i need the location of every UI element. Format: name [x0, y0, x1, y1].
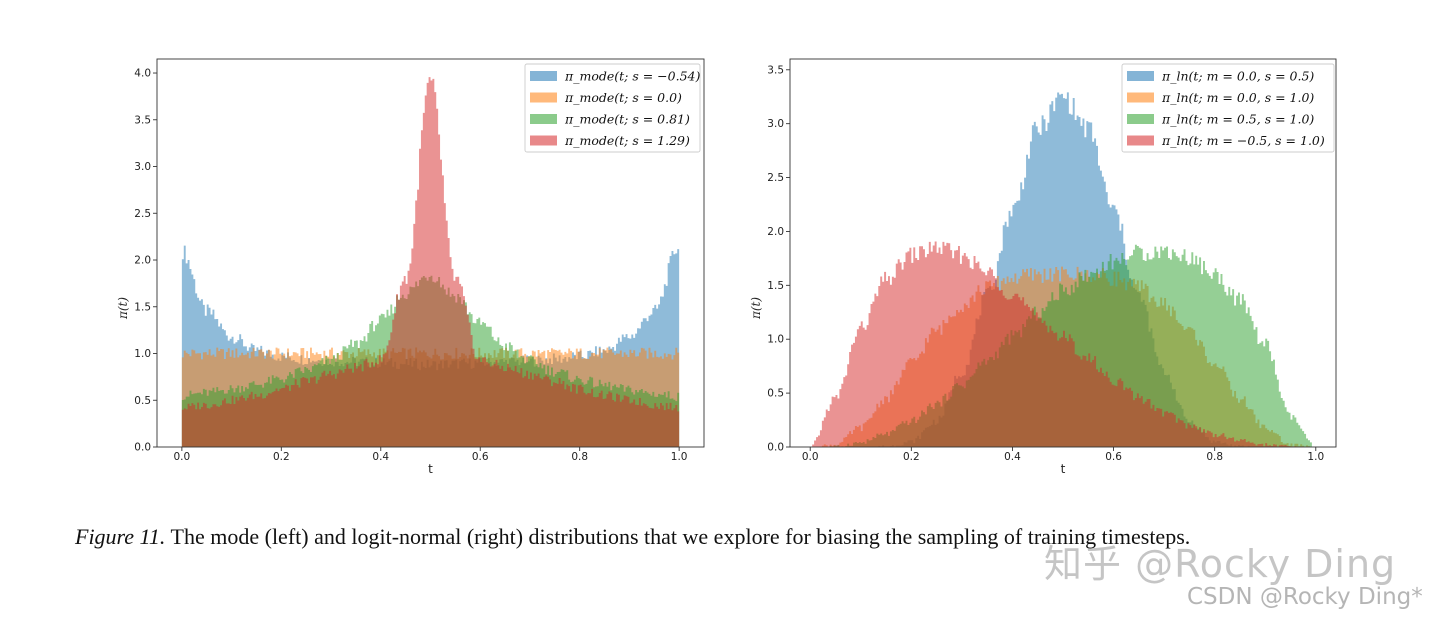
x-tick-label: 0.2	[903, 451, 920, 463]
plot-frame	[789, 58, 1337, 448]
y-tick-label: 3.0	[134, 161, 151, 173]
x-tick-label: 1.0	[1307, 451, 1324, 463]
y-tick-label: 2.0	[134, 255, 151, 267]
legend-label: π_mode(t; s = 0.81)	[564, 112, 690, 127]
x-tick-label: 0.6	[1105, 451, 1122, 463]
y-tick-label: 2.5	[134, 208, 151, 220]
y-axis-label: π(t)	[749, 297, 763, 320]
legend-swatch	[530, 114, 557, 124]
mode-distribution-chart: 0.0 0.2 0.4 0.6 0.8 1.0 0.0 0.5 1.0 1.5 2.0 2.5 3.0 3…	[116, 58, 705, 476]
legend-swatch	[530, 135, 557, 146]
x-tick-label: 0.0	[802, 451, 819, 463]
x-axis-label: t	[1061, 462, 1066, 476]
y-tick-label: 0.0	[134, 442, 151, 454]
x-tick-label: 0.4	[1004, 451, 1021, 463]
y-tick-label: 1.0	[767, 334, 784, 346]
y-tick-label: 3.5	[134, 114, 151, 126]
legend-swatch	[1127, 71, 1154, 81]
x-tick-label: 1.0	[671, 451, 688, 463]
x-tick-label: 0.0	[174, 451, 191, 463]
plot-frame	[156, 58, 705, 448]
y-tick-label: 1.5	[134, 301, 151, 313]
y-tick-label: 2.0	[767, 226, 784, 238]
zhihu-watermark: 知乎 @Rocky Ding	[1044, 542, 1397, 586]
y-tick-label: 0.5	[134, 395, 151, 407]
caption-text: The mode (left) and logit-normal (right)…	[165, 524, 1191, 549]
y-tick-label: 4.0	[134, 68, 151, 80]
x-tick-label: 0.6	[472, 451, 489, 463]
y-tick-label: 1.0	[134, 348, 151, 360]
legend-label: π_mode(t; s = 1.29)	[564, 133, 690, 148]
y-tick-label: 0.5	[767, 388, 784, 400]
csdn-watermark: CSDN @Rocky Ding*	[1187, 584, 1423, 610]
y-tick-label: 2.5	[767, 172, 784, 184]
legend-swatch	[530, 92, 557, 103]
y-tick-label: 3.5	[767, 64, 784, 76]
legend-box	[1121, 63, 1335, 153]
legend-label: π_mode(t; s = 0.0)	[564, 90, 682, 105]
logit-normal-distribution-chart: 0.0 0.2 0.4 0.6 0.8 1.0 0.0 0.5 1.0 1.5 2.0 2.5 3.0 3…	[749, 58, 1337, 476]
legend-label: π_ln(t; m = −0.5, s = 1.0)	[1161, 133, 1325, 148]
caption-label: Figure 11.	[75, 524, 166, 549]
legend-label: π_ln(t; m = 0.0, s = 1.0)	[1161, 90, 1314, 105]
legend-label: π_ln(t; m = 0.0, s = 0.5)	[1161, 69, 1314, 84]
series-area-4	[810, 241, 1316, 447]
y-tick-label: 3.0	[767, 118, 784, 130]
legend-label: π_mode(t; s = −0.54)	[564, 69, 700, 84]
legend-swatch	[1127, 114, 1154, 124]
legend-label: π_ln(t; m = 0.5, s = 1.0)	[1161, 112, 1314, 127]
figure-caption: Figure 11. The mode (left) and logit-nor…	[75, 524, 1190, 550]
legend-swatch	[1127, 135, 1154, 146]
x-axis-label: t	[428, 462, 433, 476]
x-tick-label: 0.8	[571, 451, 588, 463]
x-tick-label: 0.8	[1206, 451, 1223, 463]
legend-box	[524, 63, 701, 153]
x-tick-label: 0.2	[273, 451, 290, 463]
x-tick-label: 0.4	[372, 451, 389, 463]
y-axis-label: π(t)	[116, 297, 130, 320]
y-tick-label: 1.5	[767, 280, 784, 292]
y-tick-label: 0.0	[767, 442, 784, 454]
series-area-4	[181, 77, 680, 447]
legend-swatch	[530, 71, 557, 81]
legend-swatch	[1127, 92, 1154, 103]
